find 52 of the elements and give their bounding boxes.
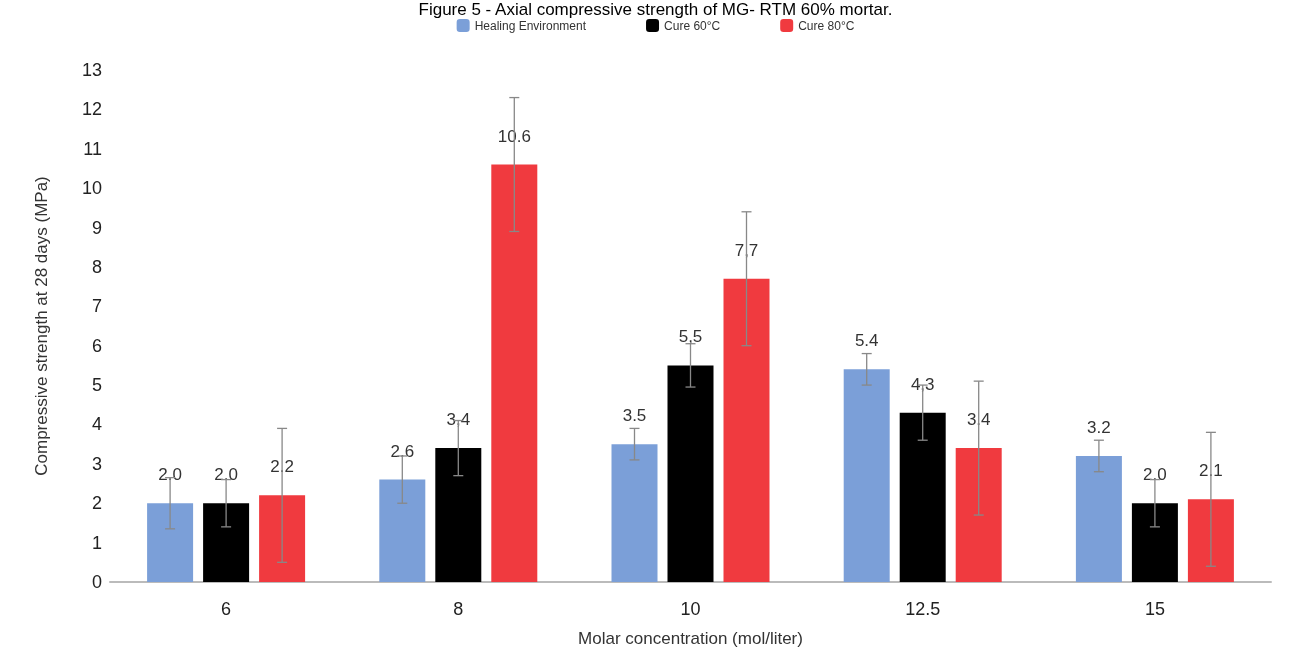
x-axis-title: Molar concentration (mol/liter)	[578, 629, 803, 648]
y-tick-label: 4	[91, 414, 102, 435]
data-label: 2.0	[214, 465, 238, 485]
y-tick-label: 1	[91, 532, 102, 553]
bar	[667, 365, 714, 582]
x-tick-label: 10	[680, 599, 701, 619]
y-tick-label: 10	[81, 178, 102, 199]
bar	[203, 503, 250, 582]
data-label: 5.4	[854, 331, 879, 351]
y-tick-label: 0	[91, 572, 102, 592]
y-tick-label: 9	[91, 217, 102, 238]
y-tick-label: 6	[91, 335, 102, 356]
bar	[147, 503, 194, 582]
y-tick-label: 11	[83, 138, 102, 159]
bar	[899, 412, 946, 582]
y-tick-label: 12	[81, 99, 102, 120]
data-label: 2.0	[158, 465, 182, 485]
bar	[723, 278, 770, 582]
legend-label: Healing Environment	[474, 18, 587, 33]
x-tick-label: 6	[221, 599, 232, 619]
bar	[1187, 499, 1234, 582]
y-tick-label: 2	[91, 493, 102, 514]
data-label: 4,3	[910, 374, 935, 394]
bar	[1131, 503, 1178, 582]
data-label: 3,4	[446, 410, 471, 430]
data-label: 5,5	[678, 327, 703, 347]
bar	[491, 164, 538, 582]
data-label: 3.2	[1087, 417, 1111, 437]
data-label: 2.2	[270, 457, 294, 477]
legend-label: Cure 60°C	[664, 18, 721, 33]
x-tick-label: 8	[453, 599, 464, 619]
y-tick-label: 8	[91, 256, 102, 277]
x-tick-label: 15	[1144, 599, 1165, 619]
y-tick-label: 13	[81, 60, 102, 80]
y-axis-title: Compressive strength at 28 days (MPa)	[32, 176, 51, 476]
x-tick-label: 12.5	[905, 599, 941, 619]
bar	[259, 495, 306, 582]
y-tick-label: 7	[91, 296, 102, 317]
bar	[843, 369, 890, 582]
bar	[435, 448, 482, 582]
bar	[379, 479, 426, 582]
data-label: 2.6	[390, 441, 415, 461]
data-label: 2.1	[1199, 461, 1223, 481]
y-tick-label: 5	[91, 375, 102, 396]
data-label: 3.5	[622, 406, 647, 426]
bar	[611, 444, 658, 582]
bar	[955, 448, 1002, 582]
legend-label: Cure 80°C	[798, 18, 855, 33]
chart-title: Figure 5 - Axial compressive strength of MG- RTM 60% mortar.	[418, 0, 893, 19]
y-tick-label: 3	[91, 453, 102, 474]
data-label: 10.6	[497, 126, 531, 146]
bar	[1075, 455, 1122, 582]
